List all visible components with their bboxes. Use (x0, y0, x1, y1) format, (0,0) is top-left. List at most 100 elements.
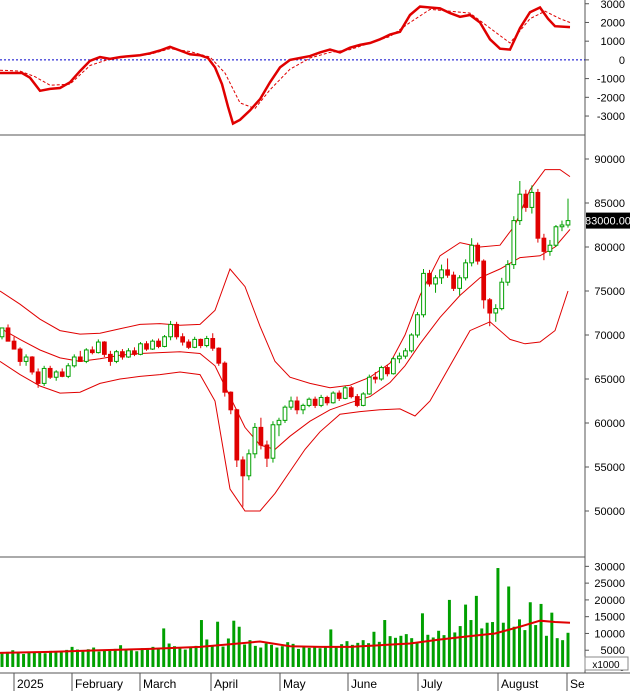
candle-body (505, 264, 511, 283)
volume-bar (528, 602, 532, 667)
volume-bar (442, 635, 446, 667)
candle-body (210, 338, 216, 349)
candle-body (71, 356, 77, 367)
candle-body (23, 356, 29, 362)
candle-body (126, 350, 131, 358)
macd-axis-tick-label: 0 (619, 55, 625, 67)
candle (463, 259, 469, 281)
volume-bar (507, 586, 511, 667)
candle (258, 417, 264, 450)
candle (529, 185, 535, 214)
volume-bar (253, 645, 257, 667)
volume-bar (480, 628, 484, 667)
candle (312, 396, 318, 409)
candle (270, 421, 276, 463)
candle-body (5, 327, 11, 342)
volume-bar (496, 568, 500, 667)
macd-axis-tick-label: -1000 (597, 74, 625, 86)
volume-bar (415, 642, 419, 667)
candle (565, 198, 571, 228)
candle-body (312, 398, 318, 406)
volume-bar (410, 638, 414, 667)
month-label: June (351, 677, 377, 691)
candle (366, 374, 372, 395)
volume-bar (426, 634, 430, 667)
candle (282, 405, 288, 423)
volume-bar (156, 648, 160, 667)
volume-bar (566, 632, 570, 667)
candle-body (144, 343, 149, 350)
candle (384, 364, 390, 377)
volume-bar (102, 649, 106, 667)
volume-unit-box (584, 656, 629, 671)
volume-bar (140, 648, 144, 667)
volume-bar (453, 632, 457, 667)
candle-body (403, 350, 408, 357)
last-price-label: 83000.00 (585, 216, 630, 228)
candle (47, 365, 53, 379)
candle (150, 339, 155, 350)
price-axis-tick-label: 80000 (594, 242, 625, 254)
macd-axis-tick-label: 1000 (601, 36, 625, 48)
volume-axis-tick-label: 15000 (594, 612, 625, 624)
candle-body (499, 281, 505, 310)
volume-bar (5, 651, 9, 667)
volume-axis-tick-label: 20000 (594, 595, 625, 607)
volume-bar (65, 649, 69, 667)
candle (210, 333, 216, 351)
volume-bar (534, 625, 538, 667)
volume-bar (0, 653, 4, 667)
candle (397, 352, 402, 364)
candle-body (565, 220, 571, 226)
candle-body (439, 269, 444, 279)
volume-bar (167, 643, 171, 667)
candle (132, 347, 137, 357)
candle-body (354, 396, 360, 406)
price-axis-tick-label: 70000 (594, 330, 625, 342)
candle (216, 347, 222, 366)
candle (192, 336, 198, 349)
candle (378, 365, 384, 381)
candle (114, 349, 119, 364)
candle (487, 298, 493, 327)
volume-bar (129, 650, 133, 667)
candle (288, 396, 294, 410)
volume-bar (550, 612, 554, 667)
candle-body (529, 191, 535, 208)
bollinger-middle-band (0, 229, 571, 450)
volume-bar (119, 645, 123, 667)
candle-body (360, 393, 366, 406)
candle (186, 339, 192, 350)
candle-body (433, 277, 438, 285)
volume-bar (178, 647, 182, 667)
volume-bar (86, 649, 90, 667)
volume-bar (32, 652, 36, 667)
candle (511, 216, 517, 269)
price-axis-tick-label: 50000 (594, 506, 625, 518)
candle-body (204, 338, 210, 347)
candle (318, 394, 324, 408)
candle (71, 354, 77, 368)
price-axis-tick-label: 90000 (594, 154, 625, 166)
volume-bar (318, 648, 322, 667)
volume-bar (523, 630, 527, 667)
volume-bar (469, 620, 473, 667)
month-label: Se (570, 677, 585, 691)
candle-body (330, 392, 336, 404)
volume-axis-tick-label: 10000 (594, 628, 625, 640)
volume-bar (383, 620, 387, 667)
volume-bar (49, 650, 52, 667)
volume-bar (59, 651, 63, 667)
volume-panel: 300002500020000150001000050000x1000 (0, 561, 629, 674)
candle-body (216, 347, 222, 364)
price-panel: 90000 85000 80000 75000 70000 65000 60000 55000… (0, 154, 630, 518)
candle-body (186, 341, 192, 348)
volume-bar (189, 647, 193, 667)
candle (433, 275, 438, 293)
volume-bar (555, 638, 559, 667)
price-axis-tick-label: 75000 (594, 286, 625, 298)
volume-bar (124, 649, 128, 667)
candle (523, 189, 529, 212)
candle-body (174, 323, 179, 338)
